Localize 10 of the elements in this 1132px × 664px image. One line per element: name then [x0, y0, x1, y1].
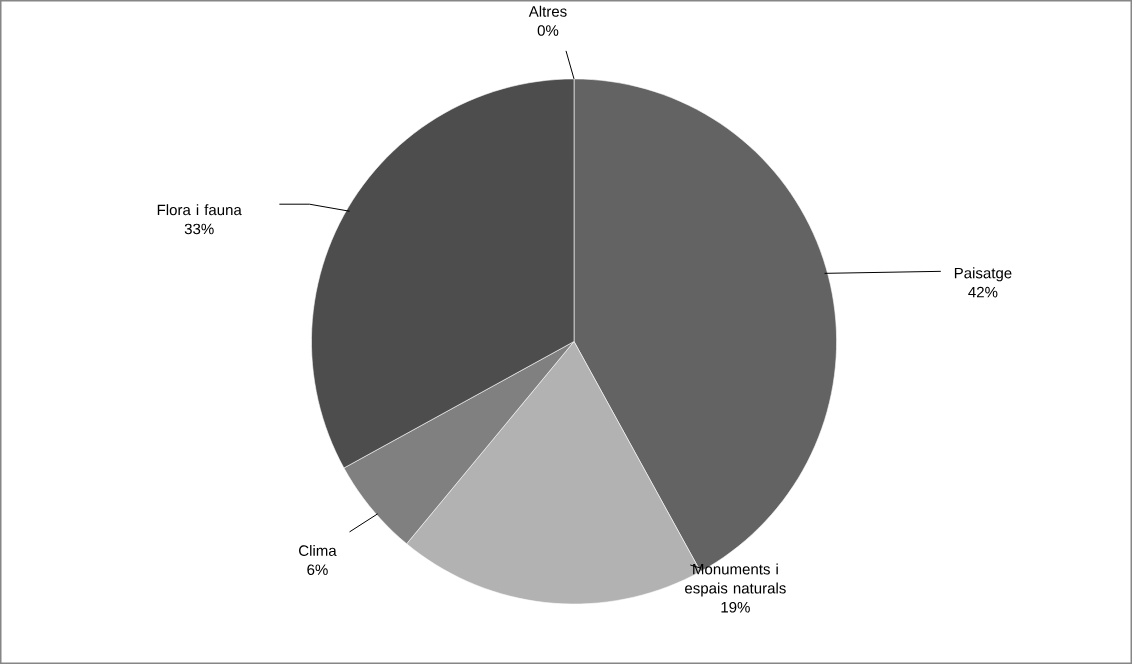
data-label: 33% [184, 223, 214, 235]
category-label: Altres [528, 5, 567, 17]
data-label: 6% [307, 564, 328, 576]
slice-label: Clima [299, 544, 337, 556]
slice-label: Paisatge [954, 267, 1012, 282]
slice-label: Flora i fauna [157, 204, 242, 216]
slice-label: Monuments i espais naturals [685, 563, 786, 597]
data-label: 42% [968, 286, 998, 298]
text: 0% [537, 25, 559, 36]
data-label: 19% [721, 601, 750, 613]
